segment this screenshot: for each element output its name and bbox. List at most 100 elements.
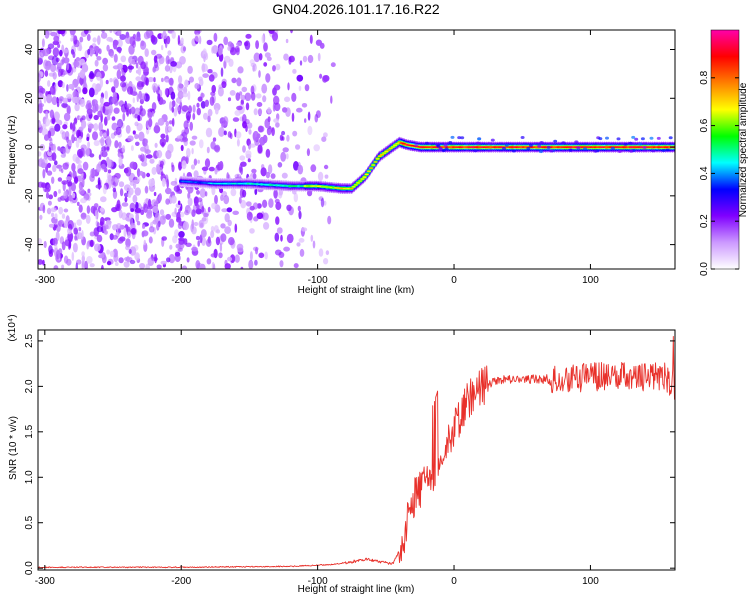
heatmap-cell xyxy=(41,128,48,136)
heatmap-cell xyxy=(63,112,71,122)
ridge-speckle xyxy=(473,149,478,153)
heatmap-cell xyxy=(272,65,276,72)
heatmap-cell xyxy=(48,223,55,228)
heatmap-cell xyxy=(66,63,70,71)
heatmap-cell xyxy=(98,154,102,160)
heatmap-cell xyxy=(232,117,240,122)
heatmap-cell xyxy=(151,83,159,92)
heatmap-cell xyxy=(153,77,156,83)
heatmap-cell xyxy=(155,53,163,59)
heatmap-cell xyxy=(171,100,176,108)
heatmap-cell xyxy=(107,169,112,174)
heatmap-cell xyxy=(140,61,147,70)
heatmap-y-tick-label: 0 xyxy=(24,144,35,150)
heatmap-cell xyxy=(74,235,77,241)
heatmap-cell xyxy=(215,236,220,246)
heatmap-cell xyxy=(218,127,225,137)
heatmap-cell xyxy=(151,49,157,56)
heatmap-cell xyxy=(135,62,139,69)
heatmap-cell xyxy=(54,243,58,253)
heatmap-cell xyxy=(144,138,149,144)
heatmap-cell xyxy=(173,185,180,192)
heatmap-cell xyxy=(219,160,224,171)
heatmap-cell xyxy=(136,207,142,214)
snr-y-multiplier: (x10⁴) xyxy=(7,314,18,341)
heatmap-cell xyxy=(223,195,230,205)
heatmap-cell xyxy=(210,230,215,239)
heatmap-cell xyxy=(116,223,122,230)
ridge-speckle xyxy=(476,141,480,145)
heatmap-cell xyxy=(45,110,49,120)
heatmap-cell xyxy=(48,194,53,200)
heatmap-cell xyxy=(257,125,264,133)
heatmap-cell xyxy=(69,122,73,130)
ridge-speckle xyxy=(436,144,441,148)
heatmap-cell xyxy=(267,107,272,114)
heatmap-cell xyxy=(92,37,97,43)
ridge-speckle xyxy=(438,147,443,151)
heatmap-cell xyxy=(128,249,132,254)
heatmap-cell xyxy=(178,231,185,238)
ridge-speckle xyxy=(668,136,673,140)
heatmap-cell xyxy=(67,181,73,187)
heatmap-cell xyxy=(143,203,148,213)
heatmap-cell xyxy=(49,85,56,95)
heatmap-cell xyxy=(72,192,76,199)
heatmap-cell xyxy=(43,240,47,249)
heatmap-cell xyxy=(180,144,184,152)
heatmap-cell xyxy=(226,207,233,213)
heatmap-cell xyxy=(234,254,240,263)
heatmap-cell xyxy=(159,209,165,216)
heatmap-cell xyxy=(148,118,153,128)
heatmap-cell xyxy=(127,86,133,95)
ridge-cell xyxy=(379,153,385,156)
heatmap-cell xyxy=(273,95,280,105)
heatmap-cell xyxy=(201,166,209,171)
heatmap-cell xyxy=(44,30,50,39)
heatmap-cell xyxy=(183,120,189,130)
heatmap-cell xyxy=(207,115,211,123)
heatmap-cell xyxy=(68,83,75,90)
heatmap-cell xyxy=(234,223,238,233)
heatmap-cell xyxy=(171,117,175,127)
heatmap-cell xyxy=(270,173,276,179)
ridge-speckle xyxy=(642,146,647,149)
heatmap-cell xyxy=(181,160,187,170)
heatmap-cell xyxy=(285,107,291,117)
heatmap-cell xyxy=(267,164,273,175)
heatmap-cell xyxy=(100,196,107,203)
heatmap-cell xyxy=(295,144,301,150)
heatmap-cell xyxy=(127,231,131,237)
heatmap-cell xyxy=(155,163,160,173)
heatmap-cell xyxy=(318,248,324,257)
heatmap-cell xyxy=(119,188,124,197)
heatmap-cell xyxy=(93,45,99,52)
heatmap-cell xyxy=(223,130,227,136)
heatmap-cell xyxy=(61,213,66,219)
heatmap-cell xyxy=(72,153,78,162)
heatmap-cell xyxy=(103,223,107,233)
heatmap-cell xyxy=(40,162,47,169)
heatmap-cell xyxy=(115,262,119,266)
heatmap-cell xyxy=(113,78,119,89)
heatmap-cell xyxy=(98,121,103,132)
snr-x-label: Height of straight line (km) xyxy=(298,584,415,595)
heatmap-cell xyxy=(197,240,200,247)
heatmap-cell xyxy=(224,213,230,223)
heatmap-cell xyxy=(242,114,247,124)
heatmap-cell xyxy=(169,120,173,125)
heatmap-cell xyxy=(208,74,215,82)
heatmap-cell xyxy=(112,187,117,193)
ridge-speckle xyxy=(649,136,654,140)
heatmap-cell xyxy=(275,63,281,71)
heatmap-cell xyxy=(67,220,74,230)
heatmap-cell xyxy=(78,181,83,191)
heatmap-cell xyxy=(117,30,122,37)
heatmap-cell xyxy=(179,56,186,65)
heatmap-cell xyxy=(130,145,134,152)
heatmap-x-tick-label: -200 xyxy=(171,275,191,286)
heatmap-cell xyxy=(307,125,313,136)
heatmap-cell xyxy=(127,190,132,198)
heatmap-cell xyxy=(265,73,271,83)
ridge-cell xyxy=(355,182,361,184)
